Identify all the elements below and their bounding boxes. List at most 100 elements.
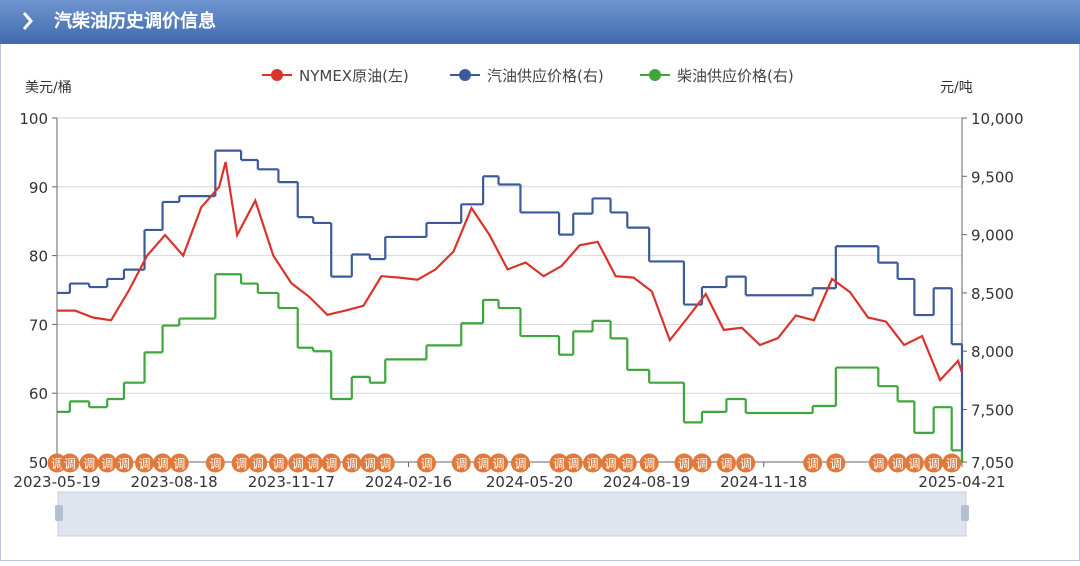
adjust-label: 调 — [587, 457, 599, 471]
y2-axis-name: 元/吨 — [940, 80, 973, 96]
adjust-label: 调 — [272, 457, 284, 471]
y2-tick-label: 9,500 — [971, 168, 1014, 186]
adjust-marker — [888, 453, 908, 473]
x-tick-label: 2024-02-16 — [365, 473, 452, 491]
y-tick-label: 80 — [29, 248, 48, 266]
legend-dot — [459, 69, 471, 81]
chevron-icon — [22, 12, 33, 30]
adjust-label: 调 — [379, 457, 391, 471]
adjust-label: 调 — [173, 457, 185, 471]
adjust-label: 调 — [118, 457, 130, 471]
adjust-label: 调 — [493, 457, 505, 471]
adjust-label: 调 — [252, 457, 264, 471]
adjust-label: 调 — [101, 457, 113, 471]
adjust-marker — [321, 453, 341, 473]
zoom-handle[interactable] — [55, 505, 63, 521]
y2-tick-label: 10,000 — [971, 110, 1024, 128]
adjust-marker — [826, 453, 846, 473]
adjust-marker — [563, 453, 583, 473]
x-tick-label: 2023-08-18 — [131, 473, 218, 491]
y-tick-label: 50 — [29, 454, 48, 472]
adjust-marker — [342, 453, 362, 473]
adjust-label: 调 — [51, 457, 63, 471]
y2-tick-label: 9,000 — [971, 227, 1014, 245]
adjust-label: 调 — [946, 457, 958, 471]
adjust-marker — [231, 453, 251, 473]
y2-tick-label: 8,500 — [971, 285, 1014, 303]
adjust-label: 调 — [346, 457, 358, 471]
zoom-handle[interactable] — [961, 505, 969, 521]
header-bar — [0, 0, 1080, 44]
adjust-marker — [803, 453, 823, 473]
adjust-marker — [716, 453, 736, 473]
y2-tick-label: 8,000 — [971, 343, 1014, 361]
adjust-marker — [375, 453, 395, 473]
adjust-marker — [942, 453, 962, 473]
adjust-label: 调 — [892, 457, 904, 471]
adjust-label: 调 — [567, 457, 579, 471]
adjust-label: 调 — [477, 457, 489, 471]
adjust-marker — [303, 453, 323, 473]
adjust-label: 调 — [696, 457, 708, 471]
adjust-marker — [79, 453, 99, 473]
adjust-marker — [60, 453, 80, 473]
adjust-label: 调 — [740, 457, 752, 471]
legend-label: 柴油供应价格(右) — [677, 67, 794, 85]
adjust-label: 调 — [235, 457, 247, 471]
adjust-marker — [639, 453, 659, 473]
x-tick-label: 2024-05-20 — [486, 473, 573, 491]
plot-area — [57, 149, 964, 462]
header-title: 汽柴油历史调价信息 — [54, 10, 216, 32]
y-axis-name: 美元/桶 — [25, 80, 72, 96]
legend-dot — [271, 69, 283, 81]
adjust-label: 调 — [139, 457, 151, 471]
adjust-marker — [868, 453, 888, 473]
adjust-label: 调 — [420, 457, 432, 471]
zoom-slider[interactable] — [57, 491, 967, 537]
adjust-label: 调 — [872, 457, 884, 471]
adjust-marker — [549, 453, 569, 473]
y-tick-label: 90 — [29, 179, 48, 197]
x-tick-label: 2024-11-18 — [720, 473, 807, 491]
adjust-marker — [904, 453, 924, 473]
adjust-label: 调 — [292, 457, 304, 471]
adjust-label: 调 — [364, 457, 376, 471]
adjust-marker — [360, 453, 380, 473]
adjust-marker — [416, 453, 436, 473]
adjust-marker — [674, 453, 694, 473]
y2-tick-label: 7,050 — [971, 454, 1014, 472]
adjust-marker — [451, 453, 471, 473]
adjust-marker — [97, 453, 117, 473]
adjust-label: 调 — [621, 457, 633, 471]
y2-tick-label: 7,500 — [971, 402, 1014, 420]
adjust-label: 调 — [720, 457, 732, 471]
adjust-marker — [268, 453, 288, 473]
adjust-label: 调 — [455, 457, 467, 471]
adjust-label: 调 — [908, 457, 920, 471]
y-tick-label: 70 — [29, 316, 48, 334]
adjust-label: 调 — [209, 457, 221, 471]
adjust-marker — [692, 453, 712, 473]
x-tick-label: 2023-05-19 — [13, 473, 100, 491]
adjust-marker — [489, 453, 509, 473]
adjust-marker — [288, 453, 308, 473]
adjust-label: 调 — [928, 457, 940, 471]
adjust-label: 调 — [830, 457, 842, 471]
adjust-label: 调 — [83, 457, 95, 471]
legend-dot — [649, 69, 661, 81]
adjust-label: 调 — [605, 457, 617, 471]
adjust-marker — [924, 453, 944, 473]
adjust-label: 调 — [325, 457, 337, 471]
adjust-label: 调 — [553, 457, 565, 471]
legend-label: NYMEX原油(左) — [299, 67, 409, 85]
adjust-label: 调 — [307, 457, 319, 471]
adjust-marker — [248, 453, 268, 473]
adjust-marker — [583, 453, 603, 473]
adjust-marker — [617, 453, 637, 473]
adjust-label: 调 — [514, 457, 526, 471]
x-tick-label: 2025-04-21 — [918, 473, 1005, 491]
y-tick-label: 60 — [29, 385, 48, 403]
y-tick-label: 100 — [19, 110, 48, 128]
adjust-marker — [473, 453, 493, 473]
